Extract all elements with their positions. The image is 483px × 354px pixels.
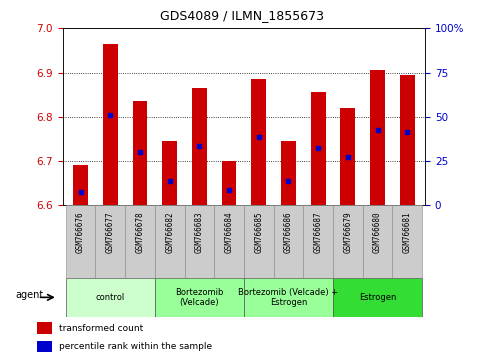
Text: GSM766681: GSM766681 [403,211,412,253]
Bar [303,205,333,278]
Text: agent: agent [15,290,44,301]
Text: GSM766687: GSM766687 [313,211,323,253]
Bar [103,44,118,205]
Text: GSM766686: GSM766686 [284,211,293,253]
Bar [281,141,296,205]
Bar [66,205,96,278]
Text: GSM766677: GSM766677 [106,211,115,253]
Bar [125,205,155,278]
Bar [244,205,273,278]
Bar [222,161,237,205]
Text: GSM766679: GSM766679 [343,211,352,253]
Bar [363,205,392,278]
Bar [185,205,214,278]
Text: Bortezomib
(Velcade): Bortezomib (Velcade) [175,288,224,307]
Text: GSM766684: GSM766684 [225,211,234,253]
Text: control: control [96,293,125,302]
Bar [66,278,155,317]
Bar [37,322,53,334]
Text: Bortezomib (Velcade) +
Estrogen: Bortezomib (Velcade) + Estrogen [239,288,339,307]
Text: GSM766683: GSM766683 [195,211,204,253]
Bar [251,79,266,205]
Text: GSM766676: GSM766676 [76,211,85,253]
Text: GSM766682: GSM766682 [165,211,174,253]
Bar [192,88,207,205]
Bar [162,141,177,205]
Text: GDS4089 / ILMN_1855673: GDS4089 / ILMN_1855673 [159,9,324,22]
Text: transformed count: transformed count [59,324,143,333]
Bar [214,205,244,278]
Bar [37,341,53,352]
Text: percentile rank within the sample: percentile rank within the sample [59,342,212,352]
Bar [370,70,385,205]
Bar [341,108,355,205]
Bar [244,278,333,317]
Bar [273,205,303,278]
Text: GSM766680: GSM766680 [373,211,382,253]
Bar [333,205,363,278]
Bar [155,205,185,278]
Bar [333,278,422,317]
Bar [73,165,88,205]
Bar [132,101,147,205]
Bar [311,92,326,205]
Text: GSM766685: GSM766685 [254,211,263,253]
Bar [96,205,125,278]
Text: GSM766678: GSM766678 [136,211,144,253]
Bar [392,205,422,278]
Text: Estrogen: Estrogen [359,293,396,302]
Bar [400,75,414,205]
Bar [155,278,244,317]
